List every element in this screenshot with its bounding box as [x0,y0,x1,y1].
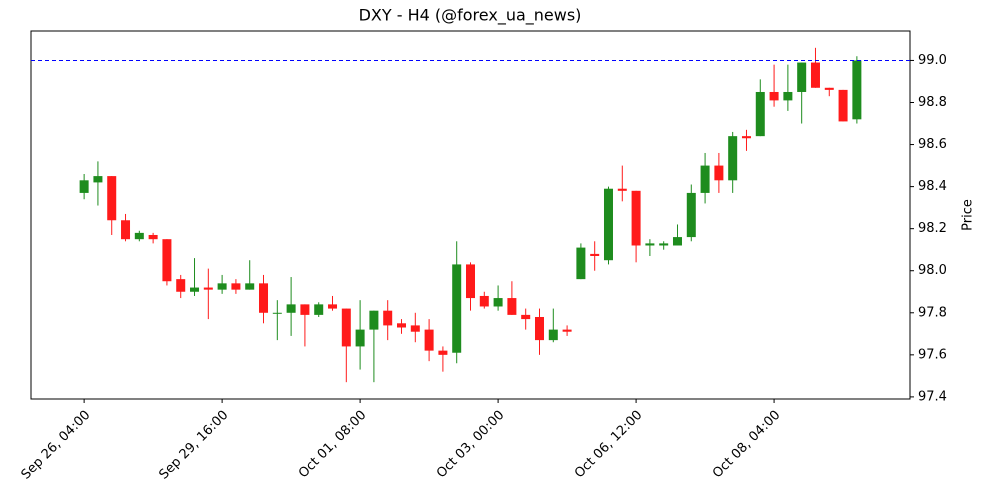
candle-body [521,314,531,320]
candle-body [852,60,862,120]
y-tick-label: 98.6 [918,137,947,152]
y-tick-label: 97.6 [918,347,947,362]
candle-body [590,253,600,257]
x-tick-label: Oct 03, 00:00 [434,408,507,481]
candle-body [286,304,296,313]
candle-body [190,287,200,292]
x-tick-label: Sep 29, 16:00 [157,408,232,483]
candle-body [355,329,365,347]
candle-body [272,312,282,314]
candle-body [838,89,848,122]
candle-body [148,234,158,240]
candle-body [797,62,807,92]
y-tick-label: 97.8 [918,305,947,320]
candle-body [645,243,655,246]
candle-body [93,176,103,183]
candle-body [783,91,793,101]
y-tick-label: 99.0 [918,53,947,68]
candle-body [121,220,131,240]
candle-body [452,264,462,353]
candle-body [755,91,765,137]
candle-body [700,165,710,193]
candle-body [534,316,544,341]
candle-body [397,323,407,328]
candle-body [741,136,751,139]
candle-body [479,295,489,307]
candle-body [576,247,586,280]
candle-body [259,283,269,313]
candle-body [466,264,475,299]
candle-body [424,329,434,351]
candle-body [369,310,379,330]
x-tick-label: Oct 08, 04:00 [710,408,783,481]
plot-frame [30,30,911,400]
candle-body [659,243,669,246]
candle-body [562,329,572,332]
y-tick-label: 97.4 [918,389,947,404]
candle-body [507,298,517,315]
candle-body [300,304,310,315]
candle-body [79,180,89,193]
candle-body [824,87,834,90]
x-tick-label: Oct 01, 08:00 [296,408,369,481]
candle-body [672,237,682,246]
candle-body [107,176,117,221]
candle-body [217,283,227,290]
candle-body [603,188,613,261]
y-tick-label: 98.8 [918,95,947,110]
y-tick-label: 98.0 [918,263,947,278]
x-tick-label: Oct 06, 12:00 [572,408,645,481]
candle-body [810,62,820,88]
candle-body [686,192,696,238]
candle-body [769,91,779,101]
candle-body [341,308,351,347]
y-tick-label: 98.2 [918,221,947,236]
candle-body [548,329,558,341]
candle-body [410,325,420,332]
candle-body [176,279,186,292]
candle-body [328,304,338,309]
candle-body [714,165,724,181]
chart-title: DXY - H4 (@forex_ua_news) [359,6,582,26]
candle-body [617,188,627,191]
candle-body [728,136,738,181]
candle-body [203,287,213,290]
y-tick-label: 98.4 [918,179,947,194]
candle-body [383,310,393,326]
candle-body [245,283,255,290]
candle-body [631,190,641,246]
x-tick-label: Sep 26, 04:00 [19,408,94,483]
candle-body [493,298,503,307]
candle-body [438,350,448,355]
candle-body [314,304,324,315]
candle-body [162,239,172,282]
candle-body [134,232,144,240]
y-axis-label: Price [961,199,976,231]
candle-body [231,283,241,290]
